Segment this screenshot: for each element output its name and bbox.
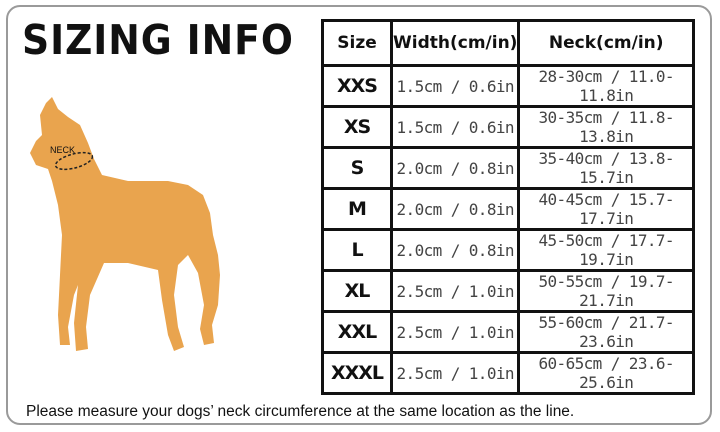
table-row: XS 1.5cm / 0.6in 30-35cm / 11.8-13.8in [321, 105, 695, 149]
width-cell: 1.5cm / 0.6in [389, 105, 521, 149]
neck-label: NECK [50, 145, 75, 155]
width-cell: 1.5cm / 0.6in [389, 64, 521, 108]
width-cell: 2.0cm / 0.8in [389, 228, 521, 272]
header-size: Size [321, 19, 393, 67]
table-row: M 2.0cm / 0.8in 40-45cm / 15.7-17.7in [321, 187, 695, 231]
neck-cell: 45-50cm / 17.7-19.7in [517, 228, 695, 272]
size-cell: XXL [321, 310, 393, 354]
width-cell: 2.5cm / 1.0in [389, 269, 521, 313]
table-row: XXL 2.5cm / 1.0in 55-60cm / 21.7-23.6in [321, 310, 695, 354]
size-cell: S [321, 146, 393, 190]
size-cell: XS [321, 105, 393, 149]
width-cell: 2.5cm / 1.0in [389, 310, 521, 354]
width-cell: 2.5cm / 1.0in [389, 351, 521, 395]
page-title: SIZING INFO [22, 16, 294, 64]
size-cell: M [321, 187, 393, 231]
table-row: L 2.0cm / 0.8in 45-50cm / 17.7-19.7in [321, 228, 695, 272]
dog-body [30, 97, 220, 351]
neck-cell: 35-40cm / 13.8-15.7in [517, 146, 695, 190]
header-width: Width(cm/in) [389, 19, 521, 67]
header-neck: Neck(cm/in) [517, 19, 695, 67]
neck-cell: 60-65cm / 23.6-25.6in [517, 351, 695, 395]
table-row: XL 2.5cm / 1.0in 50-55cm / 19.7-21.7in [321, 269, 695, 313]
header-row: Size Width(cm/in) Neck(cm/in) [321, 19, 695, 67]
card-frame [6, 5, 712, 425]
table-row: S 2.0cm / 0.8in 35-40cm / 13.8-15.7in [321, 146, 695, 190]
size-cell: XXS [321, 64, 393, 108]
neck-line [54, 151, 94, 171]
size-cell: XXXL [321, 351, 393, 395]
width-cell: 2.0cm / 0.8in [389, 146, 521, 190]
neck-cell: 30-35cm / 11.8-13.8in [517, 105, 695, 149]
neck-cell: 40-45cm / 15.7-17.7in [517, 187, 695, 231]
dog-silhouette: NECK [30, 97, 220, 351]
width-cell: 2.0cm / 0.8in [389, 187, 521, 231]
table-row: XXXL 2.5cm / 1.0in 60-65cm / 23.6-25.6in [321, 351, 695, 395]
neck-cell: 28-30cm / 11.0-11.8in [517, 64, 695, 108]
measurement-note: Please measure your dogs’ neck circumfer… [26, 403, 575, 420]
size-cell: L [321, 228, 393, 272]
neck-cell: 50-55cm / 19.7-21.7in [517, 269, 695, 313]
size-table: Size Width(cm/in) Neck(cm/in) XXS 1.5cm /… [321, 19, 695, 395]
table-row: XXS 1.5cm / 0.6in 28-30cm / 11.0-11.8in [321, 64, 695, 108]
size-cell: XL [321, 269, 393, 313]
neck-cell: 55-60cm / 21.7-23.6in [517, 310, 695, 354]
